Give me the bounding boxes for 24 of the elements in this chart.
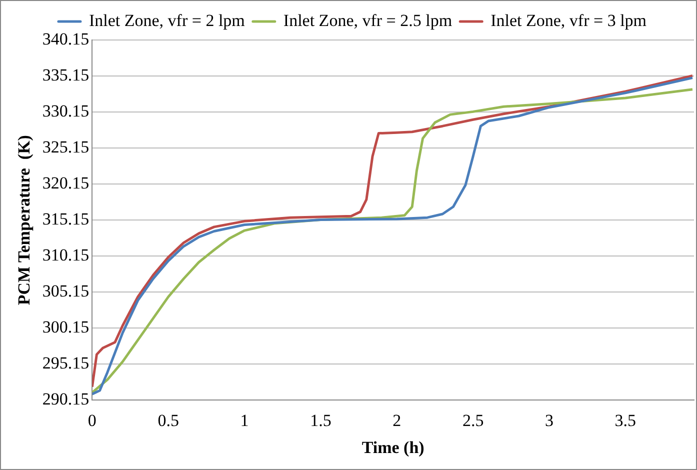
legend-label: Inlet Zone, vfr = 2.5 lpm [283, 10, 452, 30]
x-axis-title: Time (h) [362, 438, 424, 458]
x-tick-label: 2 [392, 410, 402, 430]
y-tick-label: 300.15 [42, 318, 90, 337]
x-tick-label: 1.5 [310, 410, 332, 430]
y-tick-label: 310.15 [42, 246, 90, 265]
legend-label: Inlet Zone, vfr = 2 lpm [88, 10, 245, 30]
x-tick-label: 1 [240, 410, 249, 430]
x-tick-label: 3 [545, 410, 554, 430]
x-tick-label: 3.5 [614, 410, 636, 430]
y-tick-label: 295.15 [42, 354, 90, 373]
legend-label: Inlet Zone, vfr = 3 lpm [490, 10, 647, 30]
x-tick-label: 2.5 [462, 410, 484, 430]
y-tick-label: 320.15 [42, 174, 90, 193]
y-tick-label: 305.15 [42, 282, 90, 301]
y-axis-title: PCM Temperature (K) [14, 135, 34, 306]
y-tick-label: 335.15 [42, 65, 90, 84]
y-tick-label: 315.15 [42, 210, 90, 229]
x-tick-label: 0.5 [158, 410, 179, 430]
y-tick-label: 325.15 [42, 138, 90, 157]
y-tick-label: 330.15 [42, 102, 90, 121]
y-tick-label: 340.15 [42, 29, 90, 48]
x-tick-label: 0 [88, 410, 96, 430]
y-tick-label: 290.15 [42, 390, 90, 409]
